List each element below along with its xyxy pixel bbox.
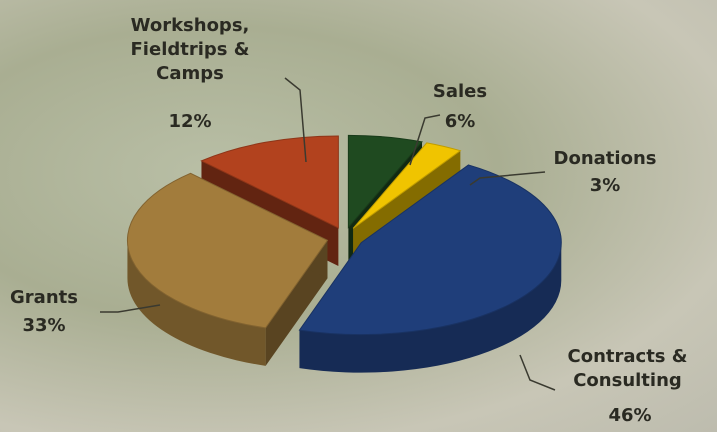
slice-percent: 12% [150,110,230,134]
slice-label: Grants [4,286,84,310]
slice-percent: 33% [4,314,84,338]
slice-label: Donations [545,147,665,171]
slice-percent: 6% [420,110,500,134]
slice-label: Sales [420,80,500,104]
slice-label: Workshops, Fieldtrips & Camps [105,14,275,86]
slice-label: Contracts & Consulting [545,345,710,393]
slice-percent: 46% [590,404,670,428]
slice-percent: 3% [565,174,645,198]
chart: Workshops, Fieldtrips & Camps 12% Sales … [0,0,717,432]
